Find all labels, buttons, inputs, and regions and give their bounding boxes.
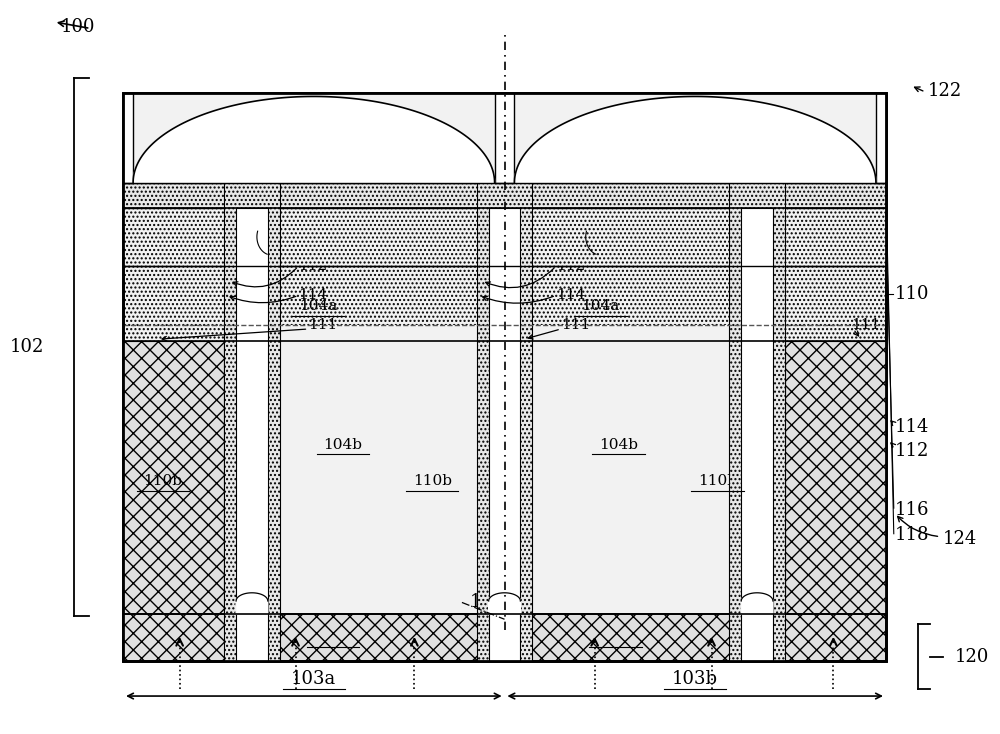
Bar <box>224 183 280 661</box>
Text: 110: 110 <box>895 285 929 303</box>
Bar <box>785 341 886 614</box>
Bar <box>741 208 773 661</box>
Text: 100: 100 <box>61 18 95 36</box>
Text: 110a: 110a <box>596 631 635 644</box>
Text: 116: 116 <box>895 501 929 519</box>
Bar <box>123 92 886 661</box>
Bar <box>489 208 520 661</box>
Bar <box>123 92 133 183</box>
Bar <box>876 92 886 183</box>
Bar <box>729 183 785 661</box>
Text: 126: 126 <box>470 594 504 611</box>
Text: 110b: 110b <box>143 474 182 488</box>
Text: 102: 102 <box>10 338 44 356</box>
Text: 112: 112 <box>556 259 585 273</box>
Text: 104b: 104b <box>324 438 363 452</box>
Bar <box>280 324 505 614</box>
Bar <box>236 208 268 661</box>
Text: 104b: 104b <box>599 438 638 452</box>
Text: 111: 111 <box>851 319 880 333</box>
Polygon shape <box>514 96 876 183</box>
Polygon shape <box>133 96 495 183</box>
Bar <box>495 92 514 183</box>
Bar <box>477 183 532 661</box>
Text: 103a: 103a <box>291 670 336 688</box>
Text: 114: 114 <box>895 418 929 436</box>
Text: 124: 124 <box>942 530 977 548</box>
Bar <box>505 341 729 614</box>
Text: 111: 111 <box>561 319 590 333</box>
Text: 103b: 103b <box>672 670 718 688</box>
Text: 114: 114 <box>299 288 328 302</box>
Bar <box>133 92 602 183</box>
Text: 111: 111 <box>308 319 338 333</box>
Text: 104a: 104a <box>299 299 337 313</box>
Bar <box>123 208 886 266</box>
Text: 104a: 104a <box>581 299 620 313</box>
Text: 112: 112 <box>299 259 328 273</box>
Text: 110a: 110a <box>314 631 352 644</box>
Text: 118: 118 <box>895 526 929 544</box>
Text: 122: 122 <box>927 81 962 100</box>
Text: 104: 104 <box>616 230 645 244</box>
Bar <box>514 92 876 183</box>
Polygon shape <box>741 593 773 614</box>
Polygon shape <box>236 593 268 614</box>
Text: 114: 114 <box>556 288 585 302</box>
Bar <box>123 341 224 614</box>
Bar <box>123 614 886 661</box>
Polygon shape <box>489 593 520 614</box>
Text: 110b: 110b <box>413 474 452 488</box>
Text: 104: 104 <box>289 230 318 244</box>
Bar <box>280 341 505 614</box>
Text: 120: 120 <box>955 647 990 666</box>
Text: 112: 112 <box>895 442 929 460</box>
Bar <box>123 92 886 661</box>
Bar <box>505 324 729 614</box>
Text: 110b: 110b <box>698 474 737 488</box>
Bar <box>123 183 886 208</box>
